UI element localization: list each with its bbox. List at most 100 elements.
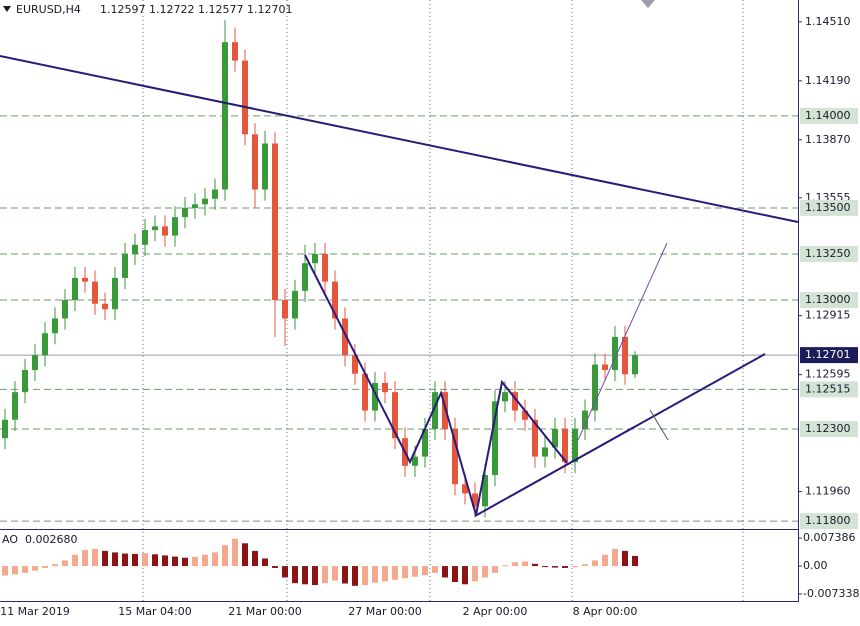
level-label: 1.12515 bbox=[805, 382, 851, 395]
candle-body bbox=[452, 428, 458, 485]
ao-bar bbox=[412, 566, 418, 577]
ao-bar bbox=[62, 560, 68, 567]
ao-bar bbox=[112, 552, 118, 567]
candle-body bbox=[512, 392, 518, 411]
candle-body bbox=[82, 277, 88, 282]
candle-body bbox=[352, 355, 358, 374]
candle-body bbox=[552, 428, 558, 448]
ao-bar bbox=[342, 566, 348, 584]
ao-tick-label: 0.00 bbox=[803, 559, 828, 572]
ao-panel bbox=[2, 538, 638, 586]
ao-bar bbox=[132, 553, 138, 567]
channel-line bbox=[577, 242, 668, 441]
ao-bar bbox=[582, 564, 588, 567]
candle-body bbox=[332, 281, 338, 319]
candles bbox=[2, 20, 638, 518]
candle-body bbox=[482, 475, 488, 507]
ao-bar bbox=[552, 566, 558, 568]
candle-body bbox=[112, 277, 118, 310]
ao-bar bbox=[432, 566, 438, 573]
level-box bbox=[800, 420, 858, 437]
candle-body bbox=[342, 318, 348, 356]
level-label: 1.11800 bbox=[805, 514, 851, 527]
candle-body bbox=[162, 226, 168, 236]
ao-bar bbox=[602, 554, 608, 567]
ao-bar bbox=[592, 560, 598, 567]
ao-bar bbox=[12, 566, 18, 575]
header-close: 1.12701 bbox=[247, 3, 293, 16]
level-box bbox=[800, 199, 858, 216]
ao-value: 0.002680 bbox=[25, 533, 78, 546]
candle-body bbox=[262, 143, 268, 190]
ao-bar bbox=[122, 553, 128, 567]
ao-bar bbox=[392, 566, 398, 580]
x-tick-label: 2 Apr 00:00 bbox=[463, 605, 528, 618]
last-price-label: 1.12701 bbox=[805, 348, 851, 361]
candle-body bbox=[52, 318, 58, 334]
ao-bar bbox=[572, 566, 578, 568]
ao-bar bbox=[442, 566, 448, 578]
ao-bar bbox=[562, 566, 568, 568]
ao-bar bbox=[162, 555, 168, 567]
candle-body bbox=[542, 447, 548, 457]
candle-body bbox=[272, 143, 278, 301]
ao-bar bbox=[152, 554, 158, 567]
ao-bar bbox=[72, 554, 78, 567]
ao-bar bbox=[352, 566, 358, 586]
ao-bar bbox=[32, 566, 38, 571]
candle-body bbox=[252, 134, 258, 190]
candle-body bbox=[322, 254, 328, 282]
candle-body bbox=[502, 392, 508, 402]
ao-tick-label: -0.007338 bbox=[803, 587, 859, 600]
frames bbox=[0, 0, 799, 602]
level-box bbox=[800, 246, 858, 263]
ao-bar bbox=[212, 552, 218, 567]
symbol-marker bbox=[3, 6, 11, 12]
candle-body bbox=[202, 198, 208, 205]
x-tick-label: 27 Mar 00:00 bbox=[348, 605, 421, 618]
ao-bar bbox=[102, 550, 108, 567]
ao-bar bbox=[2, 566, 8, 576]
candle-body bbox=[122, 254, 128, 278]
candle-body bbox=[212, 189, 218, 199]
support-line bbox=[474, 353, 766, 517]
candle-body bbox=[312, 254, 318, 264]
ao-bar bbox=[262, 558, 268, 567]
axes: 1.145101.141901.138701.135551.129151.125… bbox=[0, 15, 859, 618]
x-tick-label: 15 Mar 04:00 bbox=[118, 605, 191, 618]
ao-tick-label: 0.007386 bbox=[803, 531, 856, 544]
candle-body bbox=[62, 300, 68, 319]
candle-body bbox=[422, 428, 428, 457]
candle-body bbox=[42, 333, 48, 356]
candle-body bbox=[182, 207, 188, 218]
ao-bar bbox=[362, 566, 368, 586]
ao-bar bbox=[302, 566, 308, 585]
level-box bbox=[800, 381, 858, 398]
candle-body bbox=[152, 226, 158, 231]
ao-bar bbox=[232, 538, 238, 567]
y-tick-label: 1.14190 bbox=[805, 74, 851, 87]
resistance-line bbox=[0, 55, 799, 223]
candle-body bbox=[492, 401, 498, 476]
ao-name: AO bbox=[2, 533, 18, 546]
candle-body bbox=[602, 364, 608, 371]
ao-bar bbox=[292, 566, 298, 584]
ao-bar bbox=[462, 566, 468, 585]
y-tick-label: 1.13870 bbox=[805, 133, 851, 146]
candle-body bbox=[582, 410, 588, 429]
level-label: 1.13000 bbox=[805, 293, 851, 306]
level-box bbox=[800, 292, 858, 309]
ao-bar bbox=[92, 548, 98, 567]
candle-body bbox=[572, 428, 578, 463]
candle-body bbox=[362, 373, 368, 411]
y-tick-label: 1.11960 bbox=[805, 485, 851, 498]
level-box bbox=[800, 513, 858, 530]
y-tick-label: 1.12595 bbox=[805, 368, 851, 381]
header-low: 1.12577 bbox=[198, 3, 244, 16]
ao-bar bbox=[242, 543, 248, 567]
candle-body bbox=[72, 277, 78, 301]
candle-body bbox=[612, 336, 618, 371]
last-price-box bbox=[800, 347, 858, 364]
